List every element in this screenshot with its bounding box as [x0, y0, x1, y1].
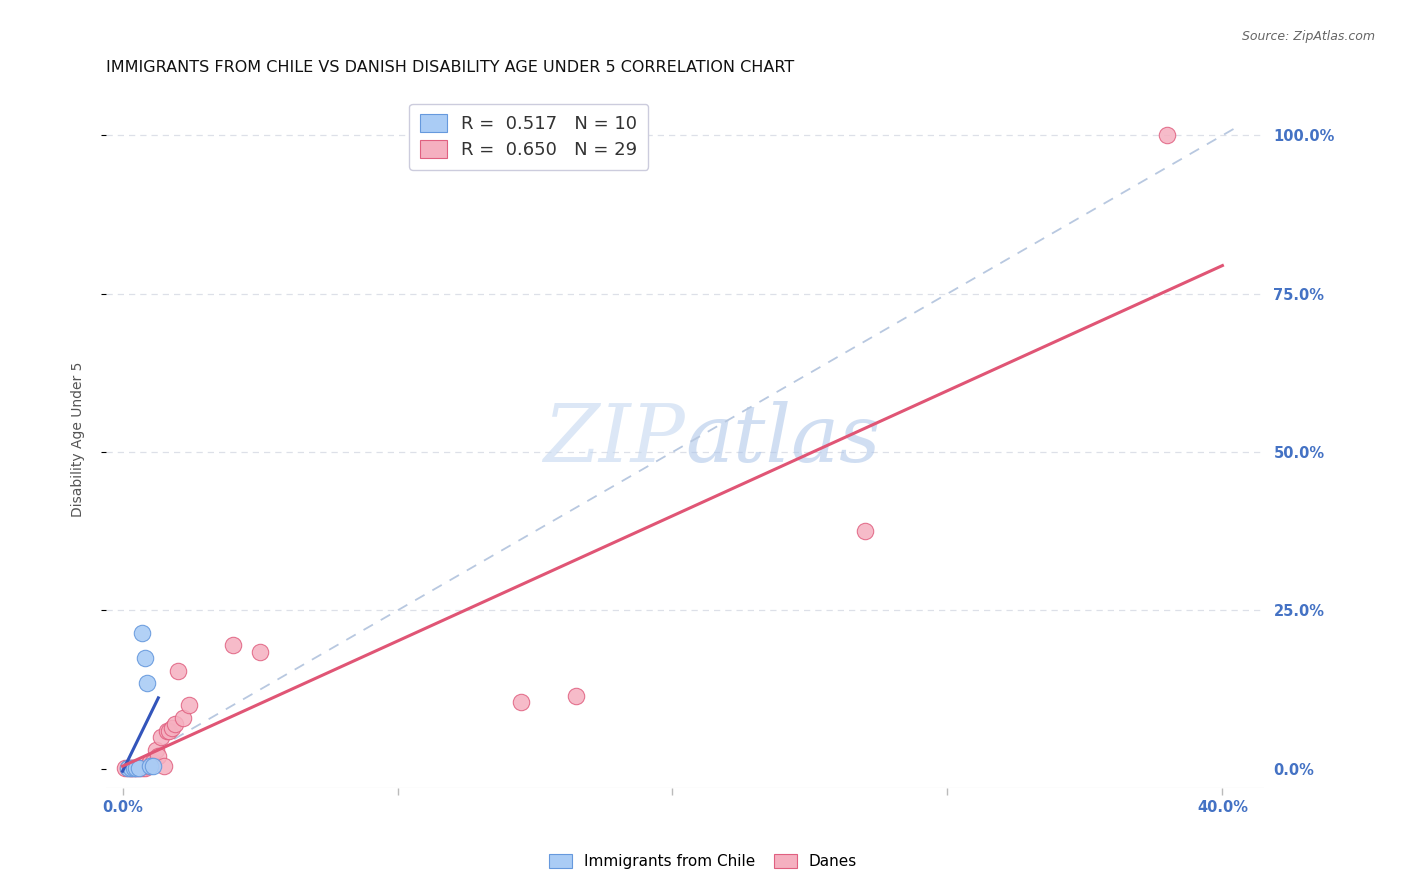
Text: atlas: atlas: [685, 401, 880, 478]
Point: [565, 689, 588, 703]
Point: [122, 761, 145, 775]
Point: [155, 723, 177, 738]
Point: [128, 761, 150, 775]
Point: [125, 761, 148, 775]
Text: Source: ZipAtlas.com: Source: ZipAtlas.com: [1241, 30, 1375, 44]
Point: [153, 758, 176, 772]
Point: [221, 638, 243, 652]
Point: [510, 695, 533, 709]
Point: [128, 761, 150, 775]
Point: [131, 761, 153, 775]
Point: [139, 756, 162, 770]
Point: [166, 664, 188, 678]
Point: [1156, 128, 1178, 143]
Point: [157, 723, 180, 738]
Text: ZIP: ZIP: [543, 401, 685, 478]
Point: [163, 717, 186, 731]
Point: [120, 761, 142, 775]
Point: [114, 761, 136, 775]
Point: [117, 761, 139, 775]
Point: [120, 761, 142, 775]
Point: [136, 676, 159, 690]
Point: [853, 524, 876, 539]
Point: [160, 721, 183, 735]
Point: [172, 711, 194, 725]
Text: IMMIGRANTS FROM CHILE VS DANISH DISABILITY AGE UNDER 5 CORRELATION CHART: IMMIGRANTS FROM CHILE VS DANISH DISABILI…: [105, 60, 794, 75]
Point: [150, 730, 173, 744]
Point: [145, 743, 167, 757]
Point: [120, 761, 142, 775]
Point: [139, 758, 162, 772]
Point: [134, 651, 156, 665]
Point: [142, 756, 165, 770]
Point: [249, 644, 271, 658]
Legend: Immigrants from Chile, Danes: Immigrants from Chile, Danes: [543, 847, 863, 875]
Y-axis label: Disability Age Under 5: Disability Age Under 5: [72, 362, 86, 517]
Point: [134, 761, 156, 775]
Point: [136, 758, 159, 772]
Legend: R =  0.517   N = 10, R =  0.650   N = 29: R = 0.517 N = 10, R = 0.650 N = 29: [409, 103, 648, 170]
Point: [148, 749, 170, 764]
Point: [117, 761, 139, 775]
Point: [177, 698, 200, 713]
Point: [122, 761, 145, 775]
Point: [125, 761, 148, 775]
Point: [131, 625, 153, 640]
Point: [142, 758, 165, 772]
